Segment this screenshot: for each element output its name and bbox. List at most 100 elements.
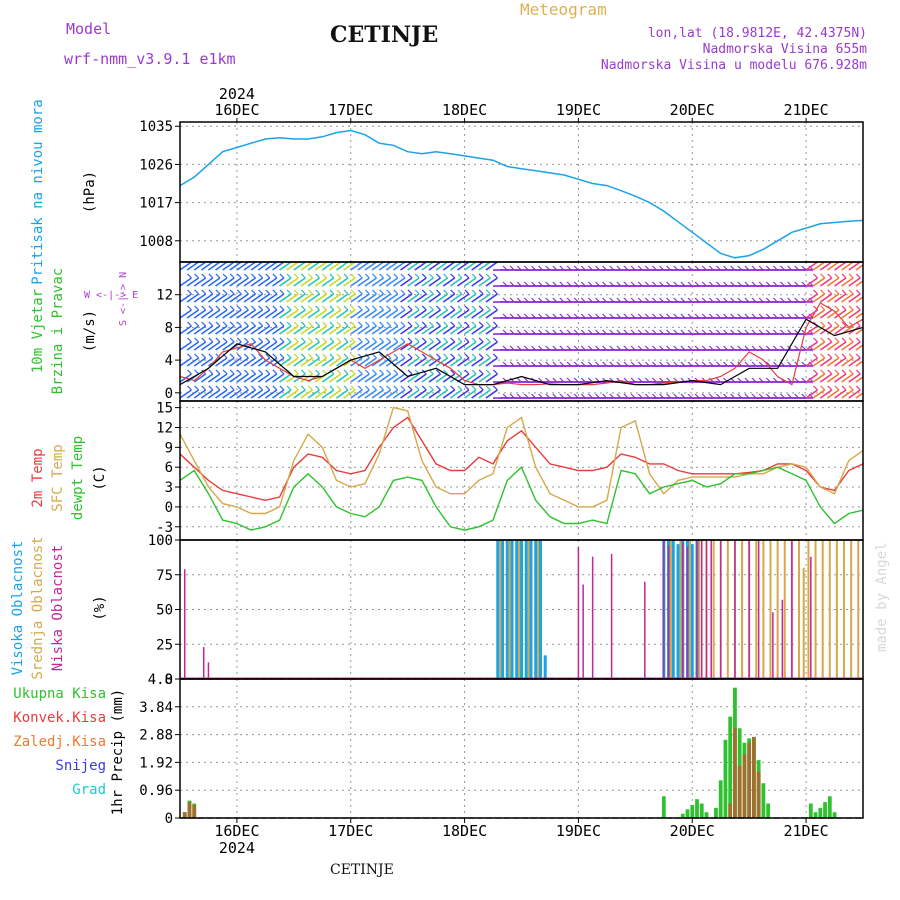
wind-barb <box>435 357 449 367</box>
total-precip-bar <box>827 796 832 818</box>
wind-barb-tick <box>315 289 320 295</box>
wind-barb-tick <box>407 385 413 391</box>
wind-barb <box>307 389 320 399</box>
wind-barb <box>279 341 292 351</box>
wind-barb <box>841 293 854 303</box>
wind-barb <box>336 373 349 383</box>
wind-barb <box>293 277 306 287</box>
wind-barb-tick <box>272 273 278 279</box>
wind-barb-tick <box>820 385 826 391</box>
wind-barb-tick <box>286 305 292 311</box>
wind-barb-tick <box>187 337 192 343</box>
wind-barb-tick <box>393 273 399 279</box>
wind-barb-tick <box>300 369 306 375</box>
wind-barb <box>215 325 228 335</box>
wind-barb <box>812 341 826 351</box>
wind-barb <box>464 357 477 367</box>
wind-barb-tick <box>194 305 200 311</box>
wind-barb <box>485 325 498 335</box>
wind-barb <box>236 389 249 399</box>
wind-barb-tick <box>443 289 449 295</box>
wind-barb-tick <box>834 321 840 327</box>
wind-barb-tick <box>251 321 256 327</box>
wind-barb <box>812 293 826 303</box>
wind-barb-tick <box>862 322 863 323</box>
wind-barb-tick <box>414 321 420 327</box>
wind-barb-tick <box>841 321 847 327</box>
wind-barb <box>321 389 335 399</box>
wind-barb <box>862 269 863 270</box>
wind-barb-tick <box>436 369 441 375</box>
wind-barb-tick <box>222 273 228 279</box>
wind-barb-tick <box>265 321 271 327</box>
wind-barb-tick <box>272 289 278 295</box>
wind-barb <box>215 373 228 383</box>
wind-barb <box>200 389 214 399</box>
legend-conv-rain: Konvek.Kisa <box>13 710 106 726</box>
wind-barb <box>279 373 292 383</box>
wind-barb <box>414 262 427 271</box>
wind-barb <box>180 262 192 271</box>
wind-barb <box>435 262 449 271</box>
wind-barb-tick <box>201 385 207 391</box>
x-tick-label-top: 20DEC <box>670 101 715 119</box>
wind-barb <box>328 262 342 271</box>
wind-barb-tick <box>841 273 847 279</box>
wind-barb <box>357 325 370 335</box>
wind-barb-tick <box>194 353 200 359</box>
wind-barb <box>336 357 349 367</box>
wind-barb <box>378 325 392 335</box>
label-layer: 10351026101710081284015129630-3100755025… <box>10 85 890 857</box>
wind-barb <box>236 373 249 383</box>
wind-barb <box>314 293 328 303</box>
wind-barb <box>236 277 249 287</box>
wind-barb-tick <box>222 289 228 295</box>
wind-barb <box>485 293 498 303</box>
wind-barb-tick <box>428 353 434 359</box>
wind-barb-tick <box>265 305 271 311</box>
wind-barb-tick <box>208 385 214 391</box>
y-tick-label: 0 <box>165 811 173 827</box>
wind-barb <box>243 389 256 399</box>
wind-barb <box>328 325 342 335</box>
wind-barb <box>371 389 385 399</box>
wind-barb-tick <box>350 353 356 359</box>
wind-barb <box>222 389 235 399</box>
wind-barb <box>279 262 292 271</box>
wind-barb <box>819 357 833 367</box>
conv-precip-bar <box>192 804 197 818</box>
wind-barb-tick <box>293 353 299 359</box>
wind-barb <box>229 389 242 399</box>
wind-barb-tick <box>201 337 207 343</box>
wind-barb-tick <box>229 289 235 295</box>
wind-barb <box>364 325 377 335</box>
wind-barb <box>364 277 377 287</box>
wind-barb <box>385 389 399 399</box>
wind-barb-tick <box>834 289 840 295</box>
wind-barb-tick <box>450 305 456 311</box>
wind-barb <box>200 325 214 335</box>
wind-barb-tick <box>322 369 328 375</box>
wind-barb-tick <box>194 385 200 391</box>
wind-barb <box>805 389 819 399</box>
wind-barb <box>421 277 434 287</box>
wind-barb-tick <box>862 290 863 291</box>
wind-barb-tick <box>272 369 278 375</box>
wind-barb-tick <box>350 337 356 343</box>
wind-barb <box>186 309 200 319</box>
wind-barb <box>834 262 847 271</box>
wind-barb <box>293 357 306 367</box>
pressure-line <box>179 129 864 259</box>
wind-barb <box>464 309 477 319</box>
wind-barb-tick <box>222 369 228 375</box>
wind-barb <box>257 389 271 399</box>
wind-barb <box>180 293 192 303</box>
wind-barb-tick <box>464 305 470 311</box>
wind-barb-tick <box>820 369 826 375</box>
wind-barb-tick <box>386 337 392 343</box>
wind-barb-tick <box>457 385 463 391</box>
wind-barb <box>449 262 463 271</box>
wind-barb <box>371 277 385 287</box>
wind-barb-tick <box>343 385 349 391</box>
wind-barb <box>378 277 392 287</box>
